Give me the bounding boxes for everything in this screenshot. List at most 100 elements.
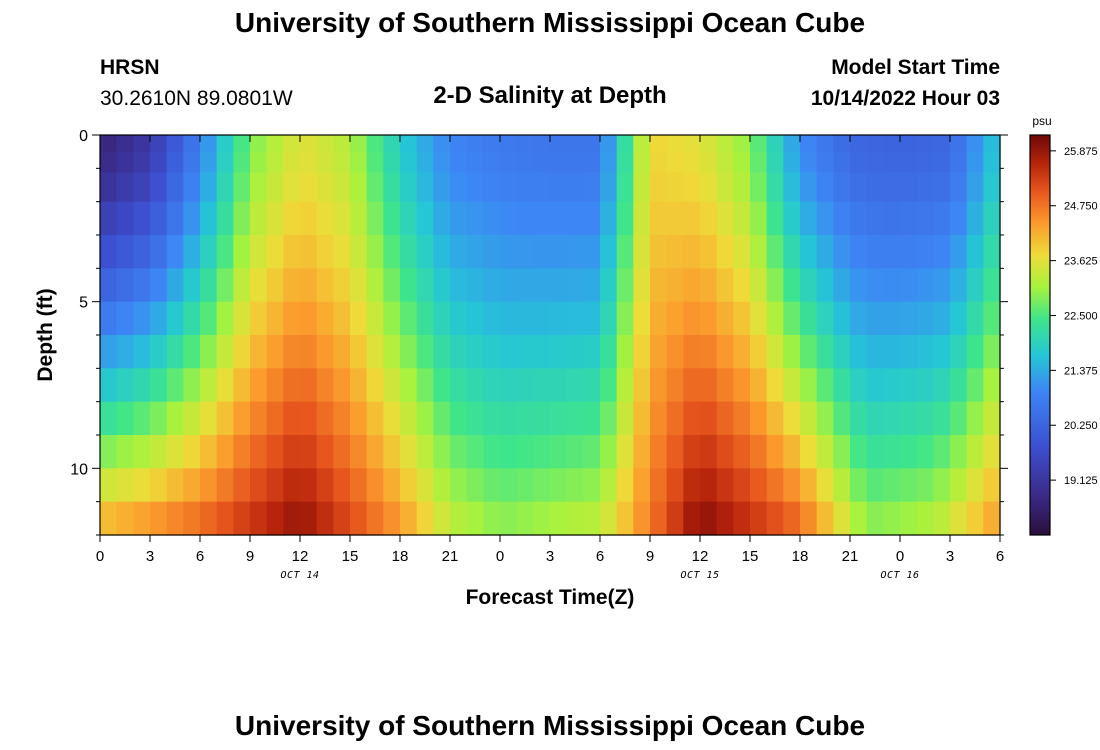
- heatmap-cell: [400, 301, 418, 336]
- heatmap-cell: [966, 401, 984, 436]
- heatmap-cell: [100, 368, 118, 403]
- heatmap-cell: [800, 201, 818, 236]
- heatmap-cell: [866, 235, 884, 269]
- heatmap-cell: [533, 401, 551, 436]
- heatmap-cell: [900, 501, 918, 536]
- heatmap-cell: [216, 335, 234, 369]
- heatmap-cell: [916, 401, 934, 436]
- heatmap-cell: [616, 201, 634, 236]
- heatmap-cell: [433, 201, 451, 236]
- heatmap-cell: [683, 235, 701, 269]
- heatmap-cell: [616, 468, 634, 503]
- heatmap-cell: [850, 368, 868, 403]
- heatmap-cell: [883, 335, 901, 369]
- heatmap-cell: [100, 235, 118, 269]
- heatmap-cell: [383, 235, 401, 269]
- heatmap-cell: [416, 335, 434, 369]
- heatmap-cell: [183, 235, 201, 269]
- heatmap-cell: [333, 435, 351, 469]
- heatmap-cell: [100, 201, 118, 236]
- heatmap-cell: [750, 435, 768, 469]
- heatmap-cell: [333, 301, 351, 336]
- heatmap-cell: [133, 435, 151, 469]
- heatmap-cell: [416, 368, 434, 403]
- heatmap-cell: [133, 151, 151, 174]
- heatmap-cell: [750, 301, 768, 336]
- heatmap-cell: [116, 301, 134, 336]
- heatmap-cell: [766, 151, 784, 174]
- footer-title: University of Southern Mississippi Ocean…: [234, 710, 866, 741]
- heatmap-cell: [583, 172, 601, 203]
- heatmap-cell: [983, 301, 1001, 336]
- heatmap-cell: [333, 468, 351, 503]
- heatmap-cell: [783, 468, 801, 503]
- heatmap-cell: [900, 335, 918, 369]
- heatmap-cell: [516, 368, 534, 403]
- heatmap-cell: [616, 401, 634, 436]
- heatmap-cell: [383, 335, 401, 369]
- heatmap-cell: [483, 172, 501, 203]
- heatmap-cell: [583, 401, 601, 436]
- heatmap-cell: [266, 401, 284, 436]
- heatmap-cell: [266, 235, 284, 269]
- heatmap-cell: [150, 201, 168, 236]
- heatmap-cell: [283, 335, 301, 369]
- heatmap-cell: [566, 401, 584, 436]
- heatmap-cell: [483, 201, 501, 236]
- heatmap-cell: [300, 201, 318, 236]
- heatmap-cell: [383, 468, 401, 503]
- heatmap-cell: [500, 268, 518, 303]
- heatmap-cell: [933, 268, 951, 303]
- heatmap-cell: [216, 135, 234, 153]
- heatmap-cell: [216, 172, 234, 203]
- heatmap-cell: [333, 368, 351, 403]
- y-tick-label: 10: [70, 461, 88, 478]
- heatmap-cell: [433, 301, 451, 336]
- heatmap-cell: [166, 135, 184, 153]
- heatmap-cell: [733, 368, 751, 403]
- heatmap-cell: [400, 368, 418, 403]
- heatmap-cell: [500, 368, 518, 403]
- heatmap-cell: [166, 468, 184, 503]
- heatmap-cell: [700, 201, 718, 236]
- heatmap-cell: [466, 151, 484, 174]
- x-tick-label: 15: [342, 548, 359, 565]
- heatmap-cell: [433, 501, 451, 536]
- heatmap-cell: [950, 301, 968, 336]
- heatmap-cell: [250, 135, 268, 153]
- heatmap-cell: [900, 151, 918, 174]
- heatmap-cell: [383, 135, 401, 153]
- heatmap-cell: [966, 501, 984, 536]
- heatmap-cell: [883, 135, 901, 153]
- heatmap-cell: [233, 301, 251, 336]
- heatmap-cell: [816, 501, 834, 536]
- x-tick-label: 12: [692, 548, 709, 565]
- heatmap-cell: [866, 401, 884, 436]
- heatmap-cell: [533, 268, 551, 303]
- heatmap-cell: [700, 151, 718, 174]
- heatmap-cell: [750, 401, 768, 436]
- heatmap-cell: [900, 301, 918, 336]
- heatmap-cell: [633, 172, 651, 203]
- heatmap-cell: [366, 335, 384, 369]
- heatmap-cell: [716, 135, 734, 153]
- heatmap-cell: [583, 468, 601, 503]
- heatmap-cell: [150, 435, 168, 469]
- heatmap-cell: [966, 151, 984, 174]
- heatmap-cell: [483, 135, 501, 153]
- heatmap-cell: [866, 335, 884, 369]
- heatmap-cell: [983, 135, 1001, 153]
- heatmap-cell: [916, 468, 934, 503]
- heatmap-cell: [866, 468, 884, 503]
- heatmap-cell: [683, 435, 701, 469]
- heatmap-cell: [766, 301, 784, 336]
- heatmap-cell: [800, 301, 818, 336]
- heatmap-cell: [666, 151, 684, 174]
- heatmap-cell: [716, 401, 734, 436]
- heatmap-cell: [183, 435, 201, 469]
- heatmap-cell: [650, 172, 668, 203]
- heatmap-cell: [950, 335, 968, 369]
- heatmap-cell: [133, 401, 151, 436]
- heatmap-cell: [950, 501, 968, 536]
- heatmap-cell: [166, 268, 184, 303]
